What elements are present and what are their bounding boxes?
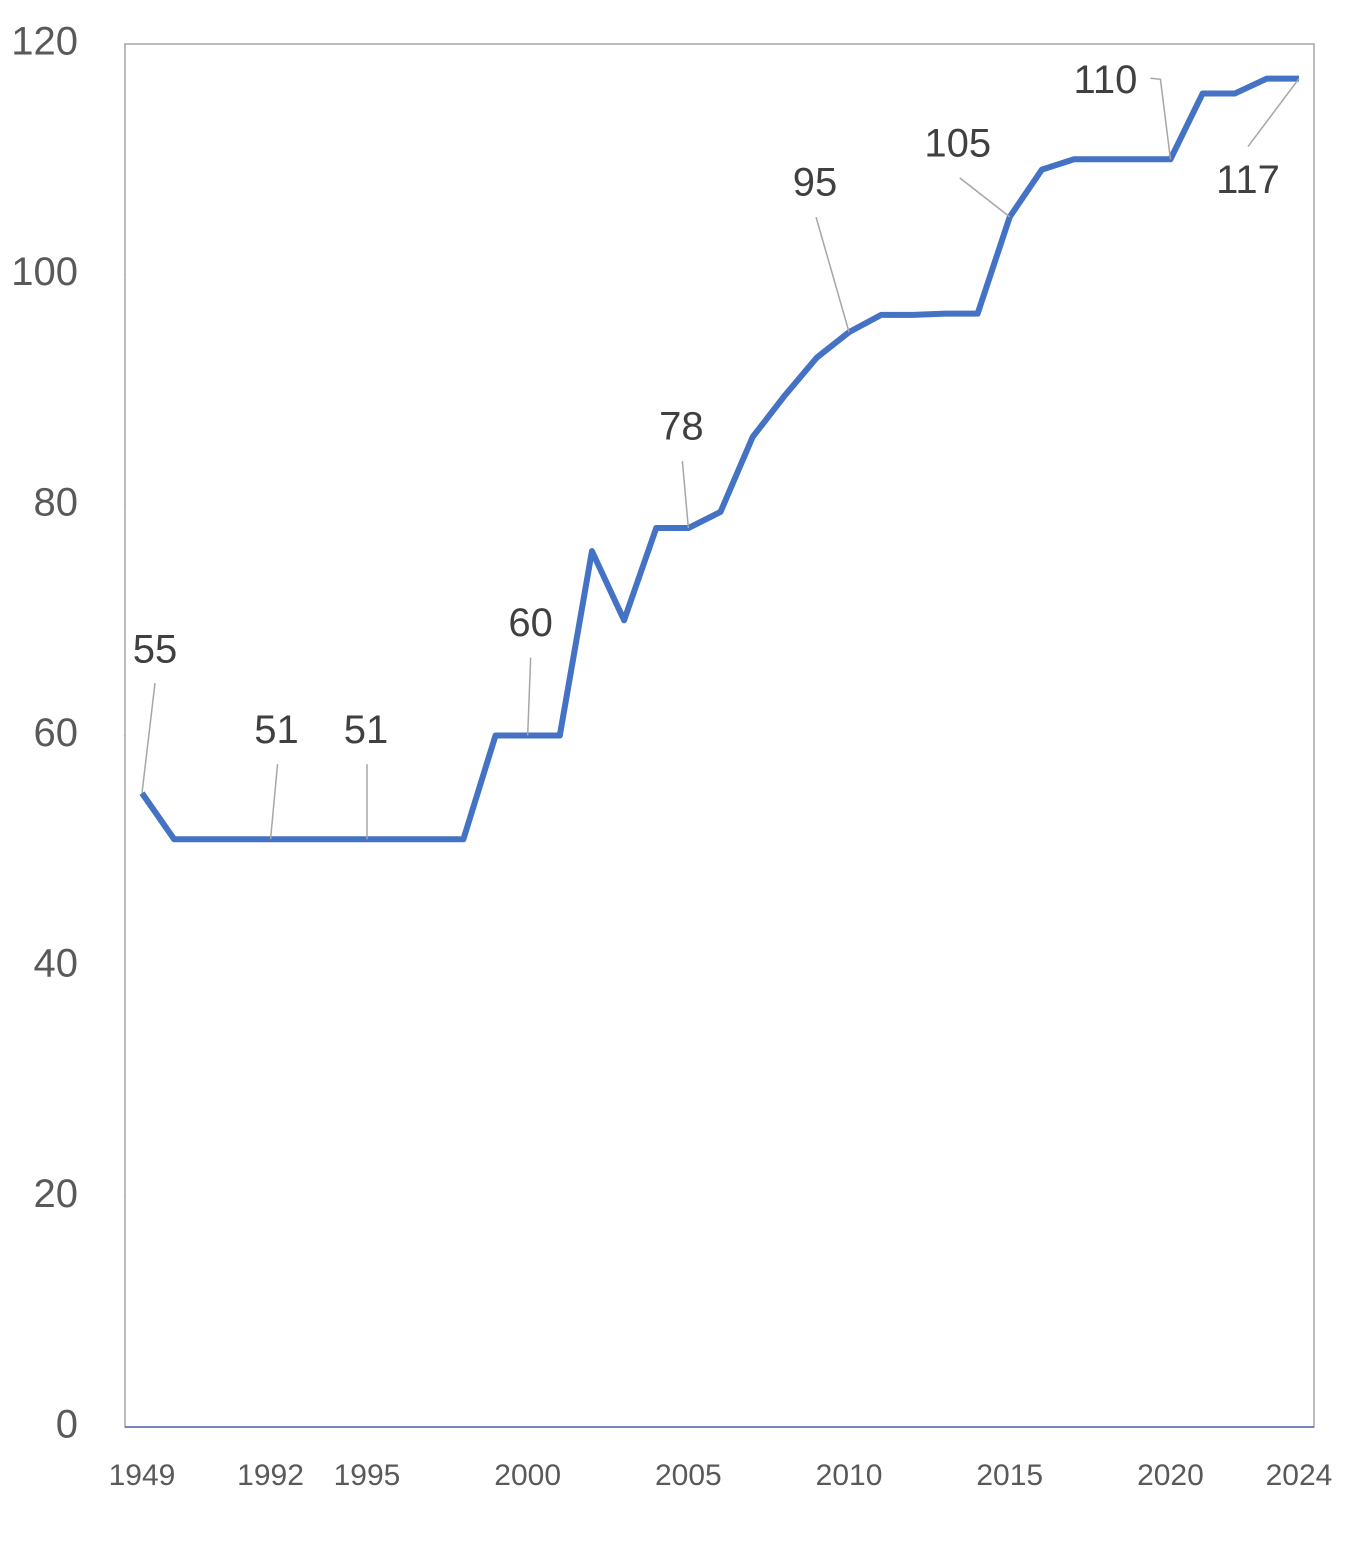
x-tick-label: 1992 <box>237 1459 304 1492</box>
series-line <box>139 75 1299 843</box>
data-label: 51 <box>254 708 299 752</box>
leader-line <box>1247 78 1300 148</box>
data-label: 105 <box>924 121 991 165</box>
y-tick-label: 20 <box>34 1172 79 1216</box>
data-label: 78 <box>659 405 704 449</box>
leader-line <box>141 683 156 794</box>
leader-line <box>959 177 1011 218</box>
x-tick-label: 2015 <box>976 1459 1043 1492</box>
leader-line <box>526 657 532 736</box>
leader-line <box>1150 77 1172 160</box>
x-tick-label: 1949 <box>109 1459 176 1492</box>
y-tick-label: 100 <box>11 250 78 294</box>
data-label: 51 <box>344 708 389 752</box>
data-label: 55 <box>133 628 178 672</box>
data-label: 117 <box>1216 158 1280 202</box>
x-tick-label: 2000 <box>494 1459 561 1492</box>
x-tick-label: 1995 <box>334 1459 401 1492</box>
leader-line <box>681 460 690 529</box>
y-tick-label: 120 <box>11 20 78 64</box>
leader-line <box>815 216 850 333</box>
plot-frame <box>124 43 1315 1428</box>
leader-line <box>269 764 279 840</box>
x-tick-label: 2024 <box>1266 1459 1333 1492</box>
y-tick-label: 80 <box>34 481 79 525</box>
x-tick-label: 2005 <box>655 1459 722 1492</box>
x-tick-label: 2020 <box>1137 1459 1204 1492</box>
y-tick-label: 40 <box>34 942 79 986</box>
x-tick-label: 2010 <box>816 1459 883 1492</box>
data-label: 60 <box>508 601 553 645</box>
y-tick-label: 60 <box>34 711 79 755</box>
y-tick-label: 0 <box>56 1403 78 1447</box>
data-label: 95 <box>793 161 838 205</box>
data-label: 110 <box>1074 58 1138 102</box>
